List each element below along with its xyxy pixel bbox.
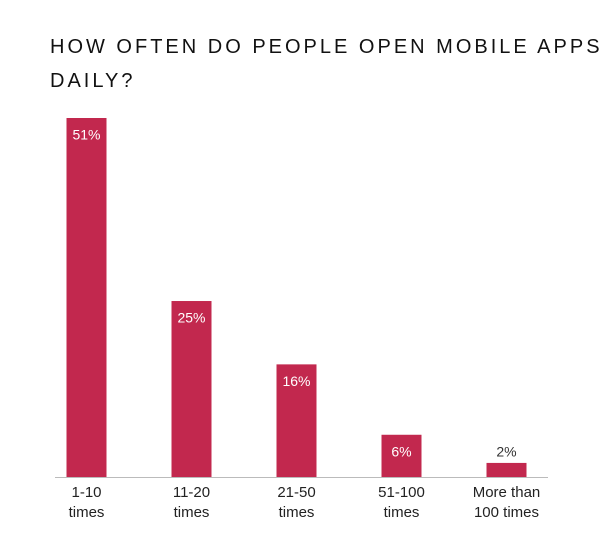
- bar: [66, 118, 107, 477]
- x-tick-label: 51-100 times: [378, 484, 425, 521]
- bar: [171, 301, 212, 477]
- value-label: 51%: [72, 127, 100, 143]
- x-tick-label: 21-50 times: [277, 484, 316, 521]
- x-tick-label: 1-10 times: [68, 484, 105, 521]
- bar: [276, 364, 317, 477]
- x-tick-label: More than 100 times: [472, 484, 541, 521]
- value-label: 25%: [177, 310, 205, 326]
- value-label: 16%: [282, 373, 310, 389]
- bar: [486, 462, 527, 477]
- value-label: 6%: [391, 443, 411, 459]
- bar: [381, 434, 422, 477]
- chart-title: HOW OFTEN DO PEOPLE OPEN MOBILE APPS DAI…: [50, 36, 603, 92]
- x-tick-label: 11-20 times: [172, 484, 211, 521]
- value-label: 2%: [496, 444, 516, 460]
